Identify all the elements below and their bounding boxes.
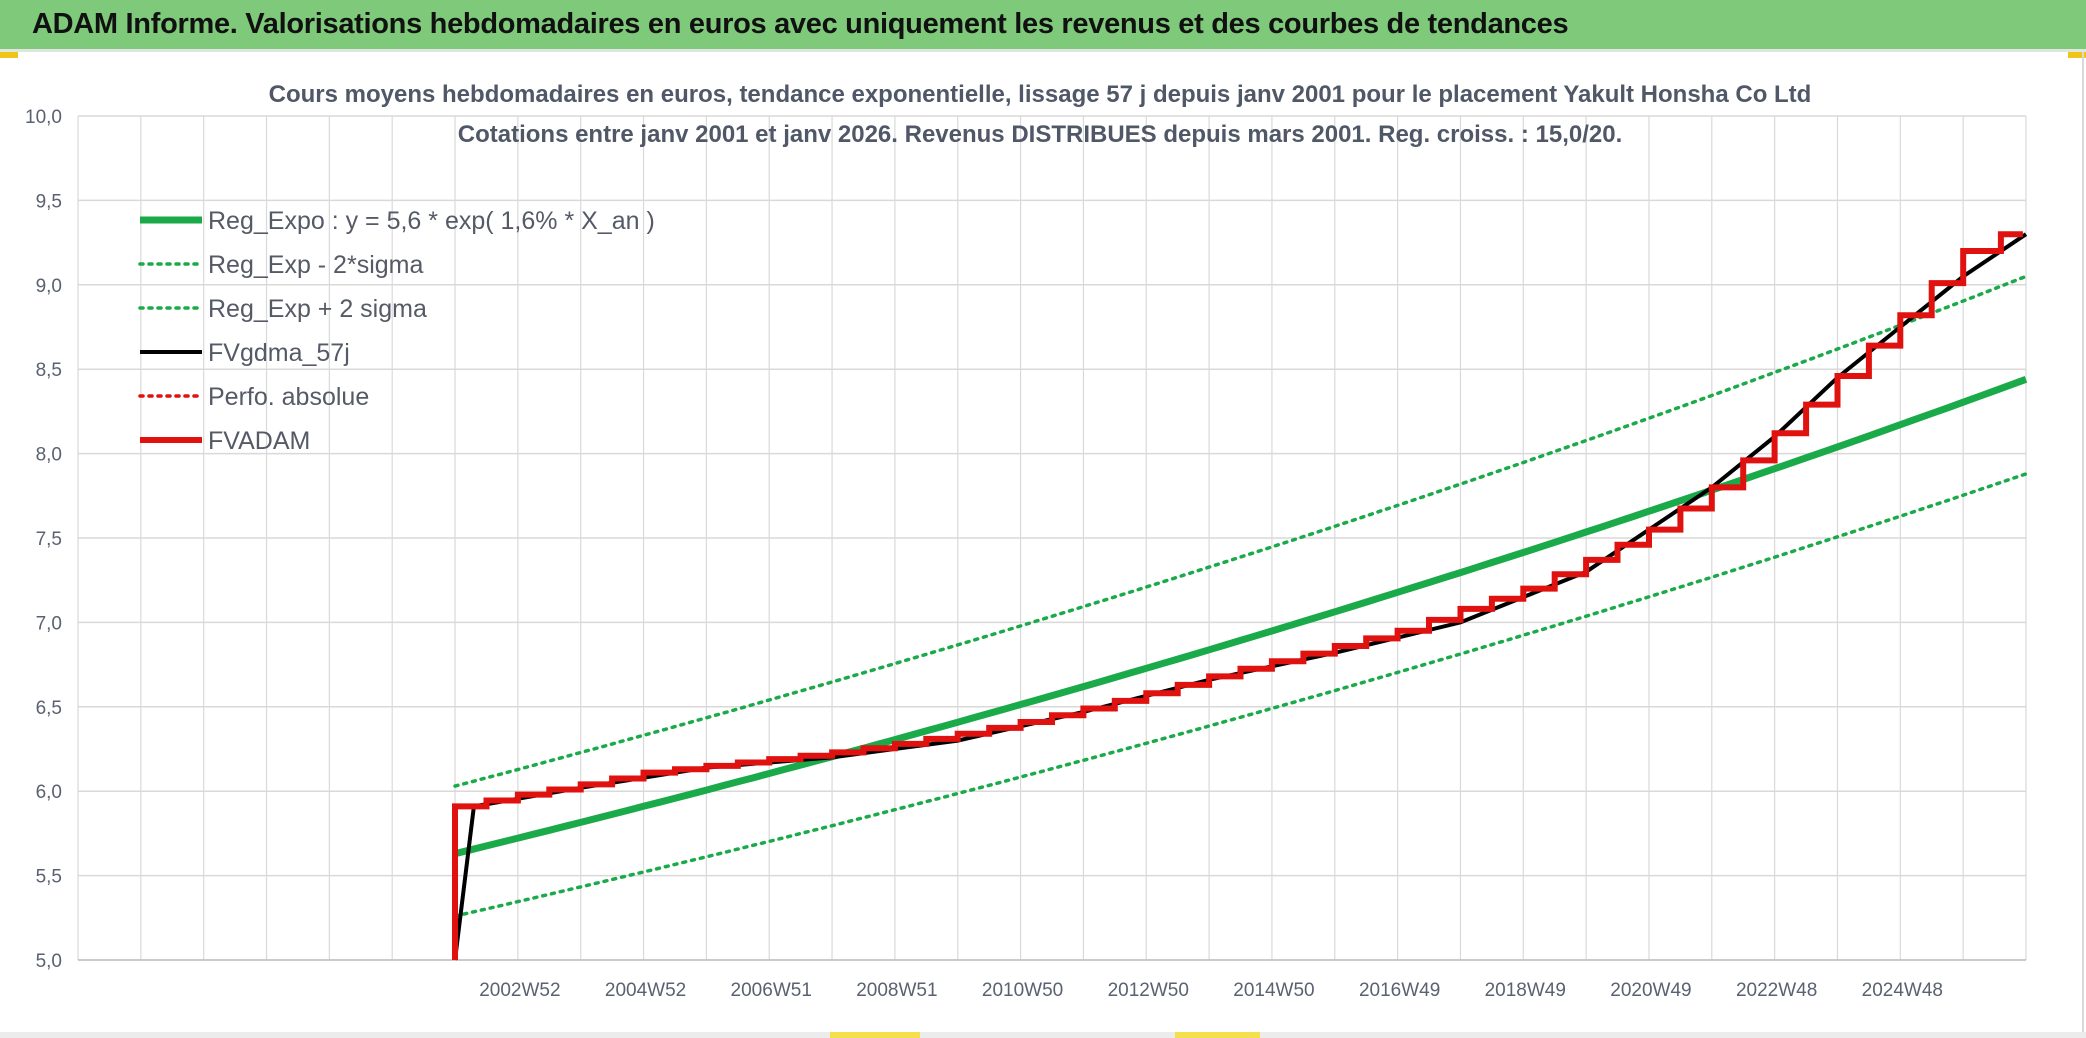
chart-title: Cours moyens hebdomadaires en euros, ten… [269, 81, 1812, 108]
corner-accent-right [2068, 52, 2086, 58]
series-line-2 [453, 274, 2028, 788]
x-tick-label: 2016W49 [1359, 980, 1440, 1001]
series-line-3 [453, 232, 2028, 961]
x-tick-label: 2022W48 [1736, 980, 1817, 1001]
bottom-accent-2 [1175, 1032, 1260, 1038]
y-tick-label: 7,0 [36, 613, 62, 634]
chart: 5,0 5,5 6,0 6,5 7,0 7,5 8,0 8,5 9,0 9,5 10,0 2002W5… [25, 81, 2028, 1001]
x-tick-label: 2004W52 [605, 980, 686, 1001]
chart-subtitle: Cotations entre janv 2001 et janv 2026. … [458, 121, 1623, 148]
axes: 5,0 5,5 6,0 6,5 7,0 7,5 8,0 8,5 9,0 9,5 10,0 2002W5… [25, 107, 2026, 1001]
x-tick-label: 2014W50 [1233, 980, 1314, 1001]
y-tick-label: 6,0 [36, 782, 62, 803]
right-border [2082, 52, 2084, 1032]
legend-label-4: Perfo. absolue [208, 383, 369, 411]
x-tick-label: 2002W52 [479, 980, 560, 1001]
header-bar: ADAM Informe. Valorisations hebdomadaire… [0, 0, 2086, 52]
legend-label-0: Reg_Expo : y = 5,6 * exp( 1,6% * X_an ) [208, 207, 655, 235]
x-tick-label: 2018W49 [1485, 980, 1566, 1001]
y-tick-label: 5,0 [36, 951, 62, 972]
legend-label-1: Reg_Exp - 2*sigma [208, 251, 423, 279]
x-tick-label: 2012W50 [1108, 980, 1189, 1001]
y-tick-label: 7,5 [36, 529, 62, 550]
y-tick-label: 9,0 [36, 276, 62, 297]
legend: Reg_Expo : y = 5,6 * exp( 1,6% * X_an ) R… [138, 207, 655, 455]
legend-label-5: FVADAM [208, 427, 310, 455]
y-tick-label: 6,5 [36, 698, 62, 719]
bottom-band [0, 1032, 2086, 1038]
y-tick-label: 9,5 [36, 191, 62, 212]
y-tick-label: 8,5 [36, 360, 62, 381]
x-tick-label: 2024W48 [1862, 980, 1943, 1001]
legend-label-2: Reg_Exp + 2 sigma [208, 295, 427, 323]
report-title: ADAM Informe. Valorisations hebdomadaire… [32, 8, 1569, 40]
y-tick-label: 10,0 [25, 107, 62, 128]
corner-accent-left [0, 52, 18, 58]
x-tick-label: 2020W49 [1610, 980, 1691, 1001]
legend-label-3: FVgdma_57j [208, 339, 350, 367]
series-line-5 [452, 231, 2023, 960]
y-tick-label: 5,5 [36, 867, 62, 888]
x-tick-label: 2006W51 [731, 980, 812, 1001]
bottom-accent-1 [830, 1032, 920, 1038]
grid [77, 115, 2027, 961]
series-line-0 [454, 376, 2028, 858]
x-tick-label: 2008W51 [856, 980, 937, 1001]
x-tick-label: 2010W50 [982, 980, 1063, 1001]
series [452, 231, 2028, 961]
series-line-1 [453, 472, 2028, 918]
y-tick-label: 8,0 [36, 445, 62, 466]
